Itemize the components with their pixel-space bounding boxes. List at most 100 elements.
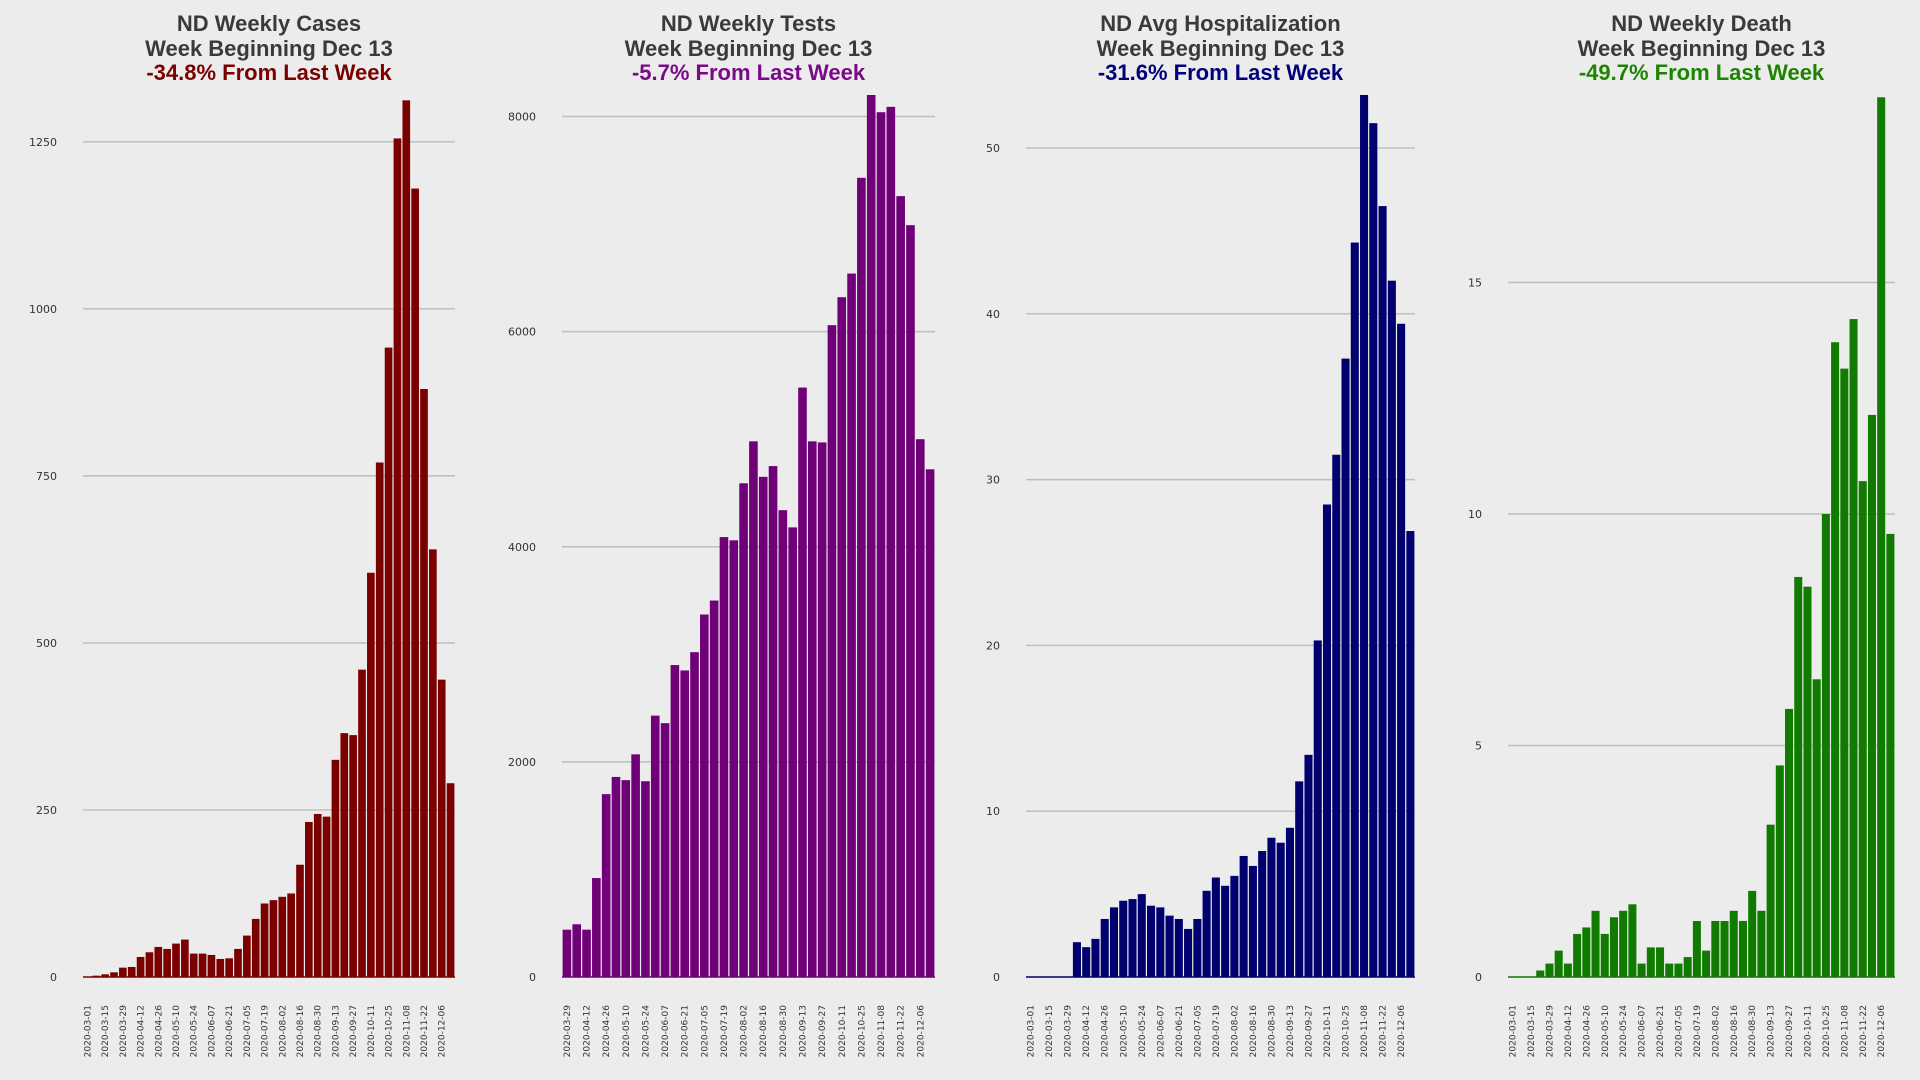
bar	[847, 273, 856, 977]
chart-change-label: -49.7% From Last Week	[1579, 60, 1825, 85]
bar	[429, 549, 437, 977]
bar	[1573, 933, 1582, 977]
bar	[1304, 754, 1313, 977]
bar	[189, 953, 198, 977]
y-tick-label: 250	[36, 804, 57, 817]
x-tick-label: 2020-07-05	[700, 1005, 710, 1057]
x-tick-label: 2020-08-02	[740, 1005, 750, 1057]
chart-title: ND Weekly Cases	[177, 11, 361, 36]
y-tick-label: 0	[993, 971, 1000, 984]
y-tick-label: 0	[50, 971, 57, 984]
bar	[1258, 851, 1267, 977]
x-tick-label: 2020-07-05	[243, 1005, 253, 1057]
x-tick-label: 2020-05-24	[641, 1005, 651, 1058]
y-tick-label: 1250	[29, 136, 57, 149]
y-tick-label: 6000	[508, 326, 536, 339]
bar	[1711, 920, 1720, 977]
x-tick-label: 2020-06-21	[1175, 1005, 1185, 1057]
y-tick-label: 0	[529, 971, 536, 984]
bar	[1378, 206, 1387, 977]
bar	[127, 966, 136, 977]
bar	[1072, 942, 1081, 977]
bar	[1109, 907, 1119, 977]
x-tick-label: 2020-08-30	[1267, 1005, 1277, 1058]
x-tick-label: 2020-07-05	[1674, 1005, 1684, 1057]
x-tick-label: 2020-04-12	[583, 1005, 593, 1057]
bar	[660, 723, 670, 977]
x-tick-label: 2020-09-13	[1286, 1005, 1296, 1057]
bar	[1202, 890, 1211, 977]
y-tick-label: 0	[1475, 971, 1482, 984]
bar	[1211, 877, 1220, 977]
x-tick-label: 2020-12-06	[1877, 1005, 1887, 1058]
y-tick-label: 1000	[29, 303, 57, 316]
x-tick-label: 2020-04-26	[154, 1005, 164, 1058]
bar	[411, 188, 419, 977]
bar	[181, 939, 189, 977]
x-tick-label: 2020-11-22	[420, 1005, 430, 1057]
x-tick-label: 2020-10-11	[838, 1005, 848, 1057]
bar	[886, 106, 896, 977]
bar	[1137, 894, 1146, 977]
bar	[1369, 123, 1378, 978]
x-tick-label: 2020-04-26	[1101, 1005, 1111, 1058]
bar	[1554, 950, 1563, 977]
x-tick-label: 2020-04-12	[1082, 1005, 1092, 1057]
x-tick-label: 2020-12-06	[438, 1005, 448, 1058]
bar	[1350, 242, 1359, 978]
x-tick-label: 2020-03-01	[1027, 1005, 1037, 1057]
bar	[798, 387, 807, 977]
bar	[1748, 890, 1757, 977]
x-tick-label: 2020-04-26	[1582, 1005, 1592, 1058]
bar	[225, 958, 233, 977]
bar	[572, 924, 582, 977]
bar	[1831, 342, 1840, 977]
x-tick-label: 2020-08-30	[779, 1005, 789, 1058]
chart-subtitle: Week Beginning Dec 13	[145, 36, 393, 61]
x-tick-label: 2020-09-27	[818, 1005, 828, 1057]
bar	[1128, 899, 1137, 977]
x-tick-label: 2020-05-24	[190, 1005, 200, 1058]
bar	[437, 679, 446, 977]
bar	[446, 783, 455, 977]
bar	[1184, 928, 1193, 977]
bar	[1295, 781, 1304, 977]
x-tick-label: 2020-10-11	[1803, 1005, 1813, 1057]
y-tick-label: 40	[986, 308, 1000, 321]
x-tick-label: 2020-10-25	[857, 1005, 867, 1057]
bar	[896, 196, 905, 978]
bar	[1785, 708, 1794, 977]
x-tick-label: 2020-11-08	[402, 1005, 412, 1058]
bar	[1582, 927, 1591, 977]
bar	[788, 527, 797, 977]
bar	[1332, 454, 1341, 977]
bar	[216, 958, 225, 977]
x-tick-label: 2020-03-29	[1064, 1005, 1074, 1058]
bar	[367, 572, 375, 977]
bar	[1646, 947, 1655, 977]
bar	[866, 95, 876, 977]
bar	[719, 537, 729, 977]
bar	[768, 466, 778, 977]
x-tick-label: 2020-11-22	[1379, 1005, 1389, 1057]
bar	[313, 813, 322, 977]
bar	[1674, 963, 1683, 977]
y-tick-label: 30	[986, 474, 1000, 487]
x-tick-label: 2020-07-19	[720, 1005, 730, 1058]
bar	[670, 665, 680, 977]
bar	[611, 776, 621, 977]
x-tick-label: 2020-06-07	[661, 1005, 671, 1057]
bar	[857, 177, 866, 977]
bar	[349, 735, 357, 977]
bar	[1545, 963, 1554, 977]
bar	[915, 439, 925, 977]
x-tick-label: 2020-05-10	[1601, 1005, 1611, 1058]
x-tick-label: 2020-08-02	[1230, 1005, 1240, 1057]
bar	[621, 780, 631, 977]
bar	[1886, 533, 1895, 977]
bar	[172, 943, 180, 977]
bar	[700, 614, 709, 977]
x-tick-label: 2020-04-26	[602, 1005, 612, 1058]
